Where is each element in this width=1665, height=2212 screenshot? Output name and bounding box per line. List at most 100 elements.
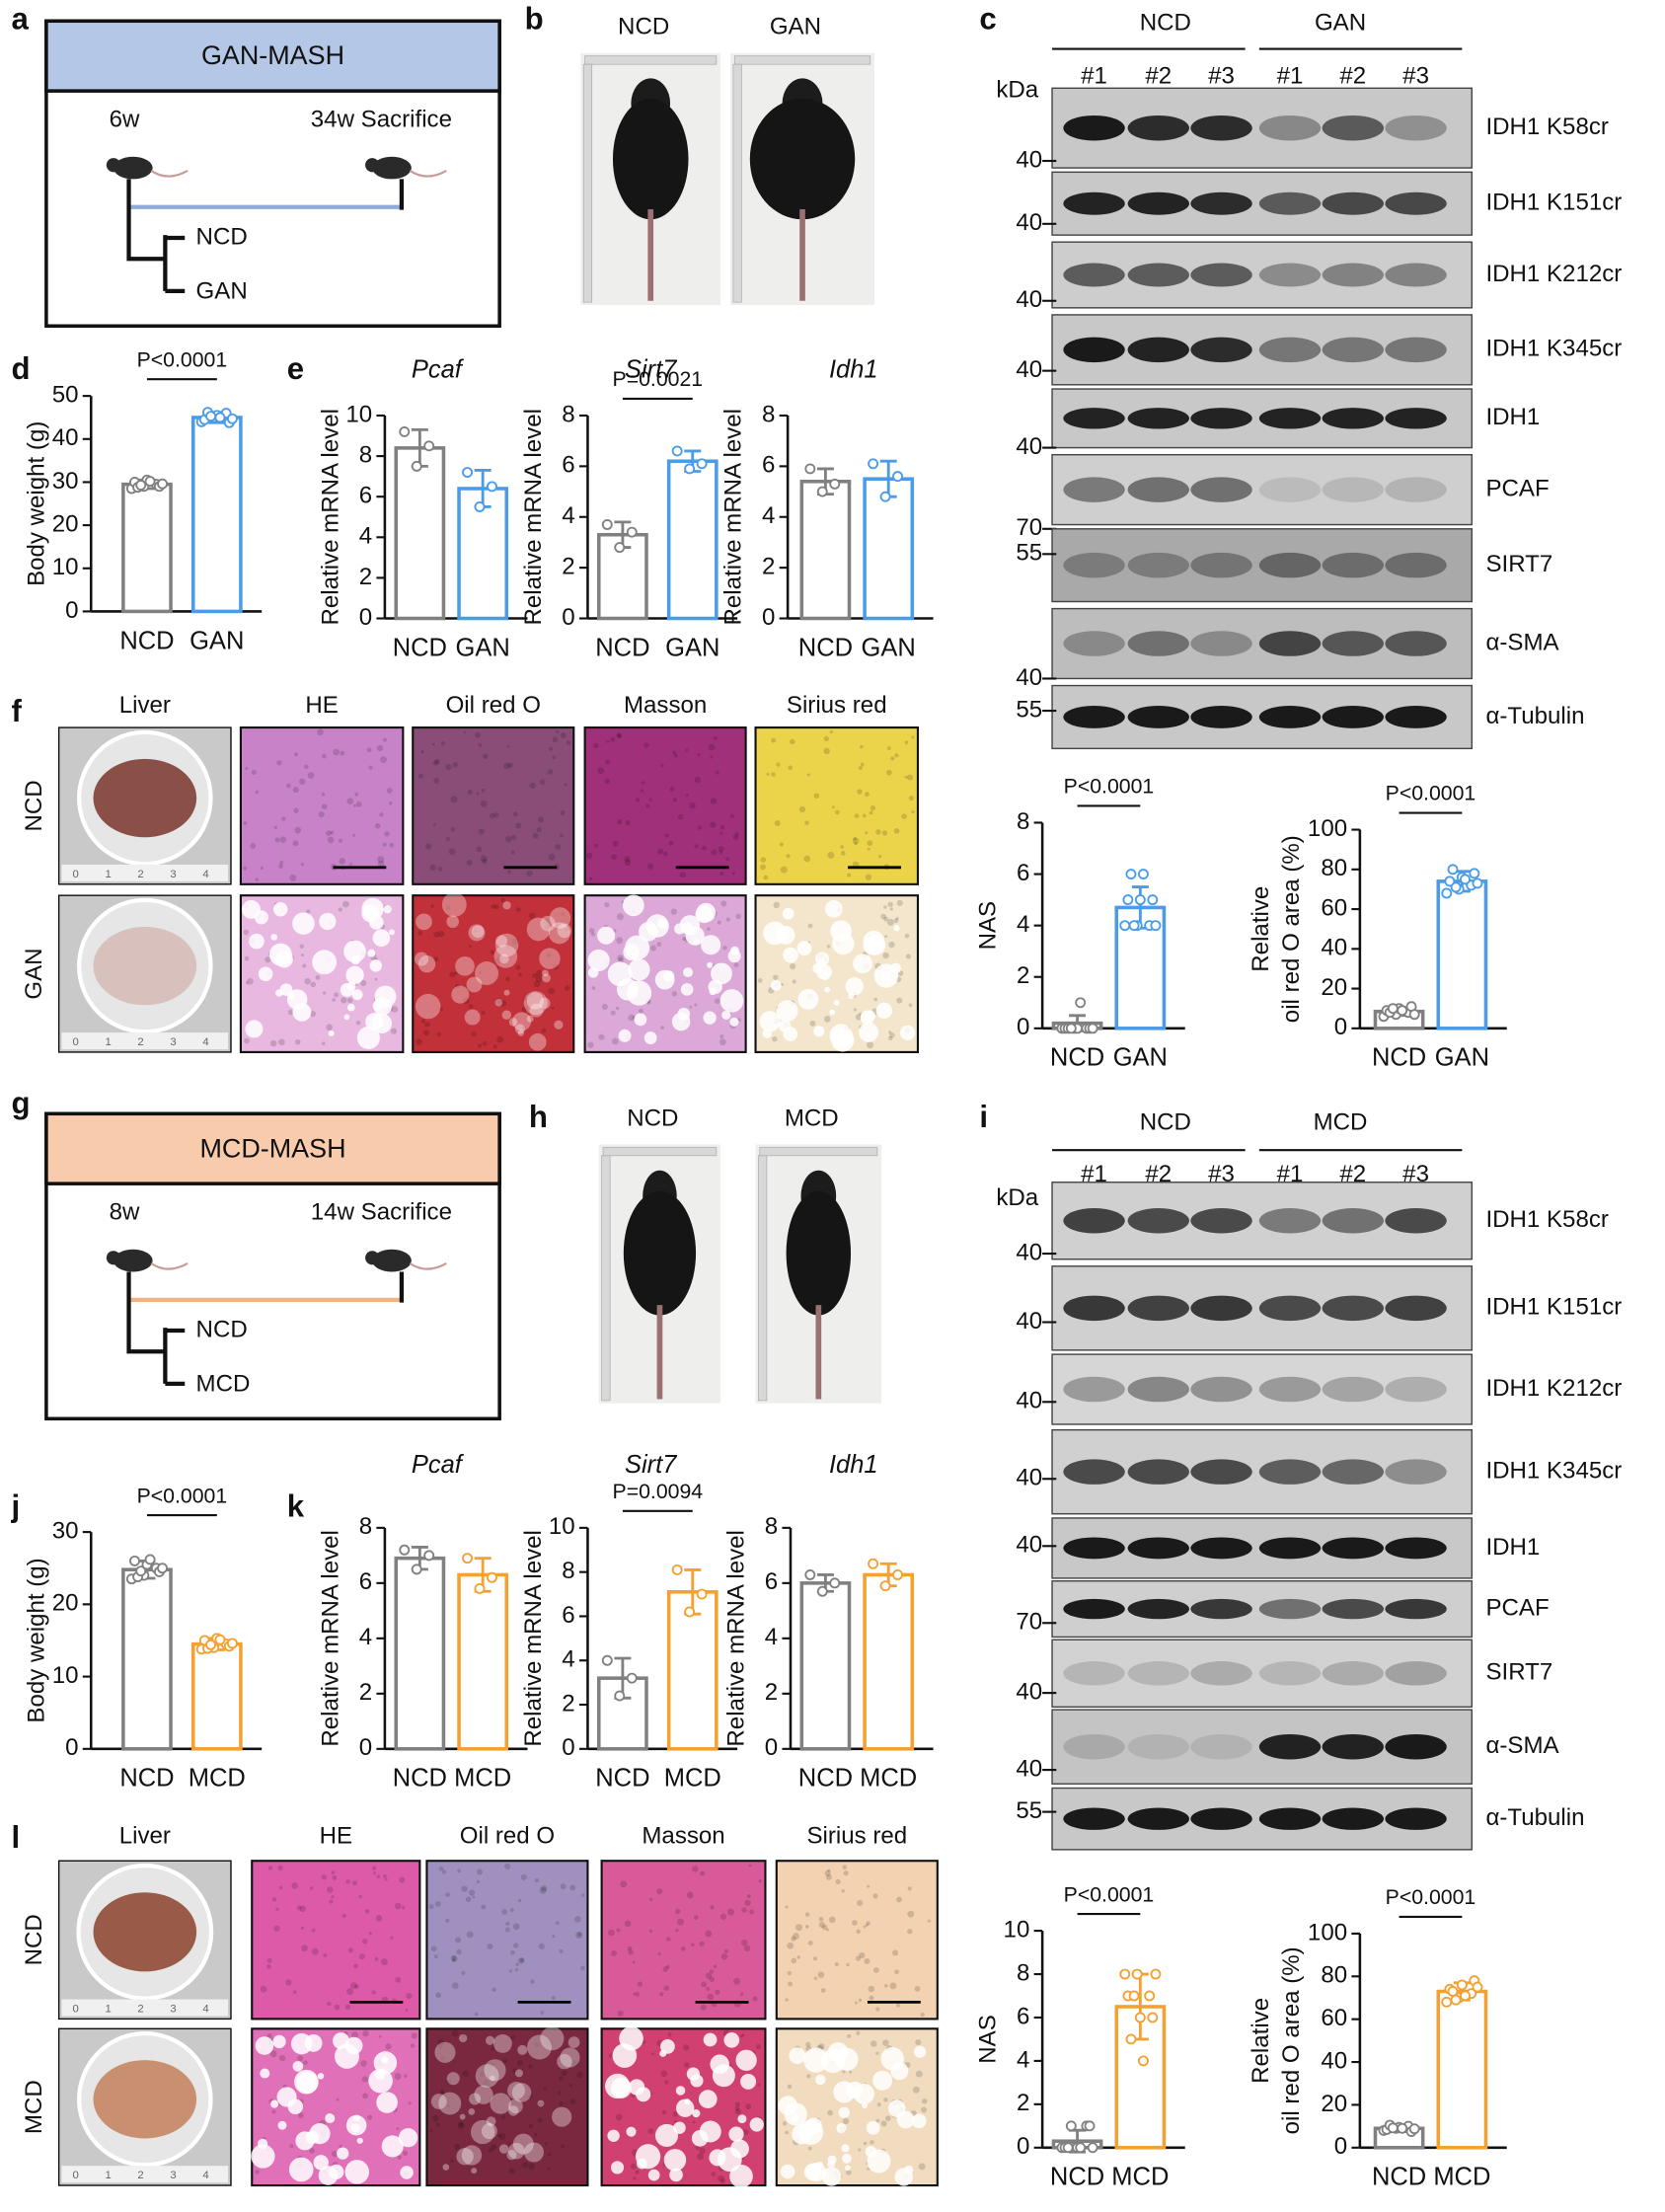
texture [441,1869,446,1874]
texture [904,775,908,779]
texture [541,1028,547,1033]
blot-band [1258,631,1322,656]
texture [492,1044,497,1049]
x-tick-label: NCD [119,627,174,654]
texture [907,1886,912,1891]
texture [920,2012,925,2018]
texture [322,753,327,759]
texture [275,1907,279,1911]
texture [625,819,631,826]
texture [330,830,335,835]
texture [504,976,510,982]
texture [481,1904,487,1910]
histology-image [412,726,575,885]
texture [575,2071,583,2079]
texture [792,979,796,984]
texture [875,2051,879,2055]
blot-band [1127,705,1189,728]
blot-strip [1051,453,1473,526]
texture [674,753,678,758]
lipid-droplet [347,1003,355,1012]
lipid-droplet [701,935,721,955]
histology-image [600,1860,767,2021]
texture [739,2034,743,2038]
texture [511,834,517,840]
y-tick-label: 8 [359,1513,372,1540]
texture [480,801,488,807]
x-tick-label: NCD [595,634,649,661]
texture [657,1951,661,1956]
texture [403,2150,409,2157]
ruler [759,1146,878,1157]
texture [420,1019,426,1024]
y-tick-label: 0 [562,604,574,631]
texture [771,737,777,743]
texture [491,904,496,909]
texture [827,1869,831,1872]
texture [436,1031,442,1037]
texture [364,1909,370,1914]
lipid-droplet [776,925,795,945]
texture [558,2075,564,2081]
texture [544,924,551,931]
texture [707,1993,715,2001]
blot-band [1258,263,1322,287]
texture [487,1943,493,1950]
data-point [1397,1005,1408,1017]
lipid-droplet [662,970,675,982]
texture [867,847,870,851]
texture [546,953,552,958]
lipid-droplet [456,2148,474,2166]
data-point [1444,876,1456,887]
band-label: SIRT7 [1485,1659,1552,1686]
texture [734,2108,741,2115]
texture [706,1986,711,1992]
lipid-droplet [820,971,830,981]
texture [445,836,450,841]
lipid-droplet [792,2114,799,2122]
y-axis-label: Relative mRNA level [520,409,547,625]
texture [446,905,451,911]
liver [93,926,197,1006]
texture [292,787,299,794]
lipid-droplet [288,2157,314,2182]
texture [299,778,306,785]
bar [121,482,173,614]
texture [579,1965,585,1971]
data-point [205,411,217,422]
texture [854,842,858,846]
texture [895,916,899,921]
texture [451,1955,458,1962]
texture [604,901,610,908]
lipid-droplet [398,2128,418,2148]
blot-band [1127,1661,1189,1686]
texture [787,1942,795,1949]
data-point [214,412,226,423]
texture [309,2148,315,2154]
texture [311,1947,319,1955]
texture [648,1929,653,1934]
texture [529,782,536,789]
texture [624,859,632,867]
mouse-body [786,1190,852,1316]
y-tick-label: 60 [1321,894,1347,921]
texture [714,735,718,740]
texture [474,929,478,933]
texture [471,1030,477,1037]
lipid-droplet [526,1015,534,1023]
texture [907,1910,915,1918]
data-point [1456,1979,1468,1991]
lipid-droplet [540,915,556,932]
lipid-droplet [675,2086,686,2096]
texture [860,762,865,767]
marker-label: 40 [1016,1388,1042,1414]
texture [856,2030,861,2035]
blot-band [1322,552,1384,578]
lane-label: #1 [1277,62,1304,89]
texture [420,750,424,754]
texture [255,877,260,881]
texture [876,2102,881,2107]
data-point [135,480,147,491]
mouse-tail [150,1262,189,1270]
lipid-droplet [446,2072,460,2086]
